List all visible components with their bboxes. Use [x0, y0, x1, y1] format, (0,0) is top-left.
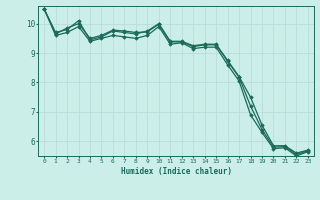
X-axis label: Humidex (Indice chaleur): Humidex (Indice chaleur) — [121, 167, 231, 176]
